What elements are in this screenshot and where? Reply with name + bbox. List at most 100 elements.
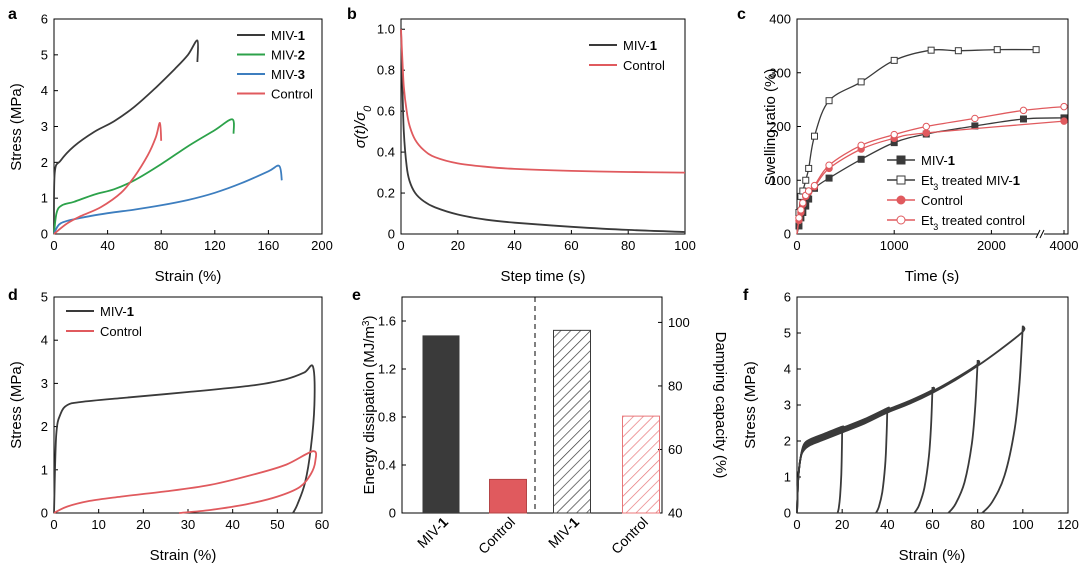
plot-frame-d	[53, 296, 323, 514]
series-line-b-miv1	[400, 29, 686, 233]
x-tick-label-a: 200	[311, 238, 333, 253]
y-tick-label-a: 6	[41, 12, 48, 27]
data-point-c-square-open	[927, 46, 935, 54]
x-tick-label-d: 10	[91, 517, 105, 532]
cycle-unloading-f-4	[947, 359, 979, 514]
data-point-c-square-open	[954, 47, 962, 55]
category-label-e: MIV-1	[414, 514, 451, 551]
y-axis-label-e: Energy dissipation (MJ/m3)	[361, 316, 379, 495]
series-line-c-square-open	[796, 48, 1037, 235]
y-tick-label-c: 300	[769, 65, 791, 80]
panel-label-c: c	[737, 6, 746, 23]
x-tick-label-c: 2000	[977, 238, 1006, 253]
x-tick-label-b: 20	[451, 238, 465, 253]
data-point-c-square-open	[1032, 46, 1040, 54]
chart-panel-b: b Step time (s) σ(t)/σ0 0 20 40 60 80 100 0 0.2…	[347, 6, 696, 285]
cycle-unloading-f-2	[875, 408, 889, 514]
y-tick-label-f: 1	[784, 470, 791, 485]
axis-break-mask-c	[1038, 230, 1044, 238]
x-tick-label-f: 120	[1057, 517, 1079, 532]
y-tick-label-f: 6	[784, 290, 791, 305]
y-tick-label-c: 100	[769, 173, 791, 188]
series-line-d-control	[53, 450, 318, 514]
series-line-a-miv3	[53, 164, 283, 235]
x-tick-label-c: 4000	[1050, 238, 1079, 253]
x-tick-label-b: 0	[397, 238, 404, 253]
bar-damping-miv1	[553, 329, 591, 514]
y-axis-label-d: Stress (MPa)	[8, 361, 25, 449]
panel-label-b: b	[347, 6, 357, 23]
y-tick-label-b: 0	[388, 227, 395, 242]
legend-label-c: Et3 treated MIV-1	[921, 173, 1020, 192]
cycle-loading-f-2	[796, 406, 890, 514]
y-tick-label-c: 200	[769, 119, 791, 134]
data-point-c-circle-open	[825, 161, 833, 169]
x-tick-label-d: 40	[225, 517, 239, 532]
x-axis-label-f: Strain (%)	[899, 547, 966, 564]
data-point-c-square-open	[825, 97, 833, 105]
legend-label-b: Control	[623, 58, 665, 73]
x-tick-label-b: 60	[564, 238, 578, 253]
plot-frame-b	[400, 18, 686, 235]
y-tick-label-f: 4	[784, 362, 791, 377]
y-axis-label-b: σ(t)/σ0	[352, 105, 374, 148]
y-tick-label-e: 0.8	[378, 410, 396, 425]
cycle-unloading-f-3	[913, 386, 934, 514]
y-tick-label-b: 0.4	[377, 145, 395, 160]
legend-marker-c	[896, 175, 906, 185]
x-tick-label-f: 0	[793, 517, 800, 532]
y-tick-label-e: 0	[389, 506, 396, 521]
y-tick-label-b: 1.0	[377, 22, 395, 37]
legend-marker-c	[896, 195, 906, 205]
x-tick-label-a: 40	[100, 238, 114, 253]
x-axis-label-d: Strain (%)	[150, 547, 217, 564]
panel-label-d: d	[8, 287, 18, 304]
x-tick-label-d: 20	[136, 517, 150, 532]
legend-label-c: Control	[921, 193, 963, 208]
x-tick-label-f: 100	[1012, 517, 1034, 532]
x-tick-label-a: 120	[204, 238, 226, 253]
legend-label-a: MIV-1	[271, 28, 305, 43]
y-tick-label-e: 1.2	[378, 362, 396, 377]
y-tick-label-a: 2	[41, 155, 48, 170]
series-line-a-miv2	[53, 118, 235, 235]
data-point-c-circle-open	[857, 141, 865, 150]
data-point-c-circle-open	[795, 214, 803, 222]
y-tick-label-b: 0.2	[377, 186, 395, 201]
axis-break-mark-c	[1039, 229, 1045, 239]
y-tick-label-a: 5	[41, 47, 48, 62]
data-point-c-square-filled	[1019, 115, 1027, 123]
legend-label-d: Control	[100, 324, 142, 339]
category-label-e: MIV-1	[545, 514, 582, 551]
y-tick-label-a: 1	[41, 191, 48, 206]
data-point-c-square-open	[857, 78, 865, 86]
x-tick-label-b: 80	[621, 238, 635, 253]
x-tick-label-b: 100	[674, 238, 696, 253]
chart-panel-d: d Strain (%) Stress (MPa) 0 10 20 30 40 50 60 0…	[8, 287, 329, 564]
y-tick-label-e: 0.4	[378, 458, 396, 473]
y-tick-label-f: 2	[784, 434, 791, 449]
cycle-loading-f-5	[796, 325, 1026, 514]
y-tick-label-b: 0.8	[377, 63, 395, 78]
y-tick-label-f: 0	[784, 506, 791, 521]
y-tick-label-a: 0	[41, 227, 48, 242]
y2-axis-label-e: Damping capacity (%)	[712, 332, 729, 479]
data-point-c-circle-filled	[1060, 117, 1068, 125]
data-point-c-circle-open	[804, 187, 813, 195]
data-point-c-circle-open	[971, 114, 979, 123]
y-tick-label-e: 1.6	[378, 314, 396, 329]
data-point-c-square-filled	[857, 155, 865, 163]
x-tick-label-d: 30	[181, 517, 195, 532]
x-tick-label-c: 0	[793, 238, 800, 253]
y-tick-label-c: 0	[784, 227, 791, 242]
y-tick-label-d: 4	[41, 333, 48, 348]
data-point-c-circle-open	[1060, 102, 1068, 111]
y2-tick-label-e: 60	[668, 442, 682, 457]
axis-break-mark-c	[1035, 229, 1041, 239]
y-tick-label-c: 400	[769, 12, 791, 27]
data-point-c-square-filled	[825, 174, 833, 182]
data-point-c-circle-open	[810, 181, 819, 190]
legend-marker-c	[896, 155, 906, 165]
plot-frame-e	[401, 296, 663, 514]
